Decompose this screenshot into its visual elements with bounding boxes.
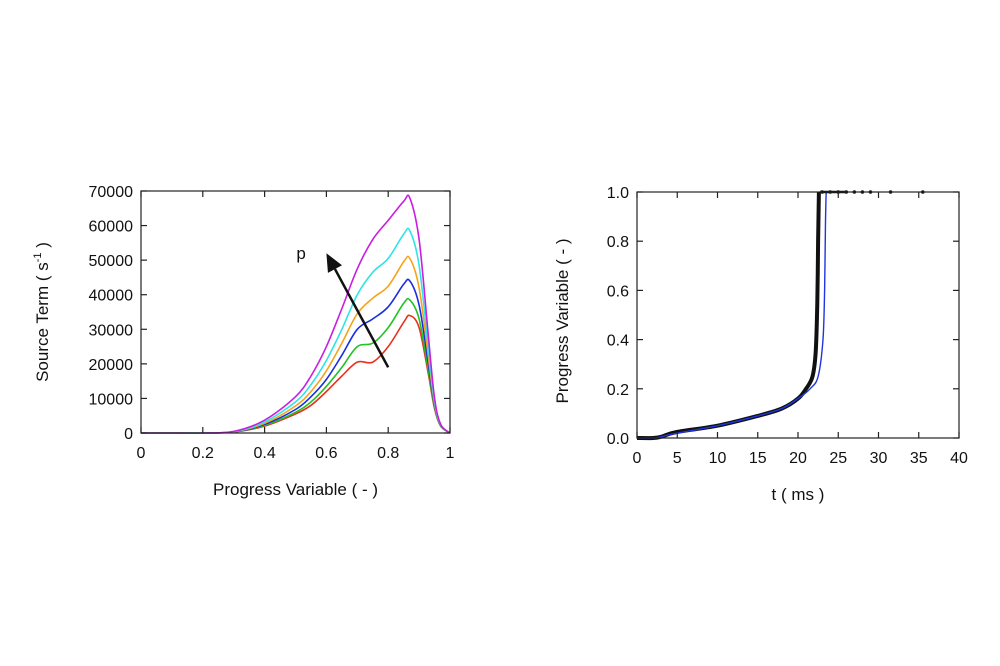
progress-variable-series-line-2 (636, 191, 827, 439)
progress-variable-x-tick-label: 20 (789, 450, 807, 467)
source-term-series-line-2 (140, 297, 451, 434)
source-term-x-tick-label: 1 (446, 445, 455, 462)
progress-variable-y-tick-label: 1.0 (607, 185, 629, 202)
progress-variable-y-tick-label: 0.4 (607, 333, 629, 350)
source-term-x-tick-label: 0.2 (192, 445, 214, 462)
source-term-x-tick-label: 0 (137, 445, 146, 462)
progress-variable-y-tick-label: 0.6 (607, 283, 629, 300)
progress-variable-y-tick-label: 0.8 (607, 234, 629, 251)
source-term-chart: p 0 0.2 0.4 0.6 0.8 1 0 10000 20000 30000 40000 50… (32, 184, 455, 499)
source-term-series-line-1 (140, 314, 451, 434)
p-arrow-annotation: p (296, 244, 390, 368)
source-term-y-axis-title: Source Term ( s-1 ) (32, 242, 52, 382)
p-annotation-label: p (296, 244, 305, 263)
progress-variable-x-tick-label: 35 (910, 450, 928, 467)
progress-variable-x-axis-title: t ( ms ) (772, 485, 825, 504)
source-term-plot-frame (140, 190, 451, 434)
source-term-y-axis-title-main: Source Term ( s (33, 262, 52, 382)
p-arrow-head (326, 253, 343, 273)
progress-variable-x-tick-label: 15 (749, 450, 767, 467)
source-term-y-tick-label: 10000 (89, 391, 134, 408)
progress-variable-y-tick-label: 0.0 (607, 431, 629, 448)
source-term-y-tick-label: 60000 (89, 219, 134, 236)
progress-variable-chart: 0 5 10 15 20 25 30 35 40 0.0 0.2 0.4 0.6 0.8 1.0 t ( … (553, 185, 968, 504)
progress-variable-x-tick-label: 25 (829, 450, 847, 467)
progress-variable-y-tick-label: 0.2 (607, 382, 629, 399)
progress-variable-x-tick-label: 5 (673, 450, 682, 467)
progress-variable-x-tick-label: 0 (633, 450, 642, 467)
source-term-y-axis-title-suffix: ) (33, 242, 52, 252)
source-term-y-ticks: 0 10000 20000 30000 40000 50000 60000 70000 (89, 184, 450, 443)
source-term-series-line-6 (140, 194, 451, 434)
source-term-x-axis-title: Progress Variable ( - ) (213, 480, 378, 499)
source-term-series-group (140, 194, 451, 434)
progress-variable-x-tick-label: 40 (950, 450, 968, 467)
source-term-y-tick-label: 0 (124, 426, 133, 443)
progress-variable-x-ticks: 0 5 10 15 20 25 30 35 40 (633, 192, 968, 467)
progress-variable-x-tick-label: 30 (870, 450, 888, 467)
source-term-y-tick-label: 30000 (89, 322, 134, 339)
progress-variable-y-ticks: 0.0 0.2 0.4 0.6 0.8 1.0 (607, 185, 959, 448)
source-term-y-tick-label: 70000 (89, 184, 134, 201)
source-term-x-tick-label: 0.4 (253, 445, 275, 462)
source-term-x-tick-label: 0.8 (377, 445, 399, 462)
source-term-x-ticks: 0 0.2 0.4 0.6 0.8 1 (137, 191, 455, 462)
progress-variable-x-tick-label: 10 (709, 450, 727, 467)
source-term-x-tick-label: 0.6 (315, 445, 337, 462)
progress-variable-y-axis-title: Progress Variable ( - ) (553, 238, 572, 403)
source-term-y-tick-label: 40000 (89, 288, 134, 305)
source-term-y-tick-label: 50000 (89, 253, 134, 270)
progress-variable-series-group (636, 190, 925, 441)
p-arrow-line (333, 268, 390, 368)
progress-variable-series-line-1 (636, 191, 821, 441)
source-term-y-tick-label: 20000 (89, 357, 134, 374)
source-term-series-line-4 (140, 255, 451, 434)
source-term-y-axis-title-superscript: -1 (32, 252, 44, 262)
